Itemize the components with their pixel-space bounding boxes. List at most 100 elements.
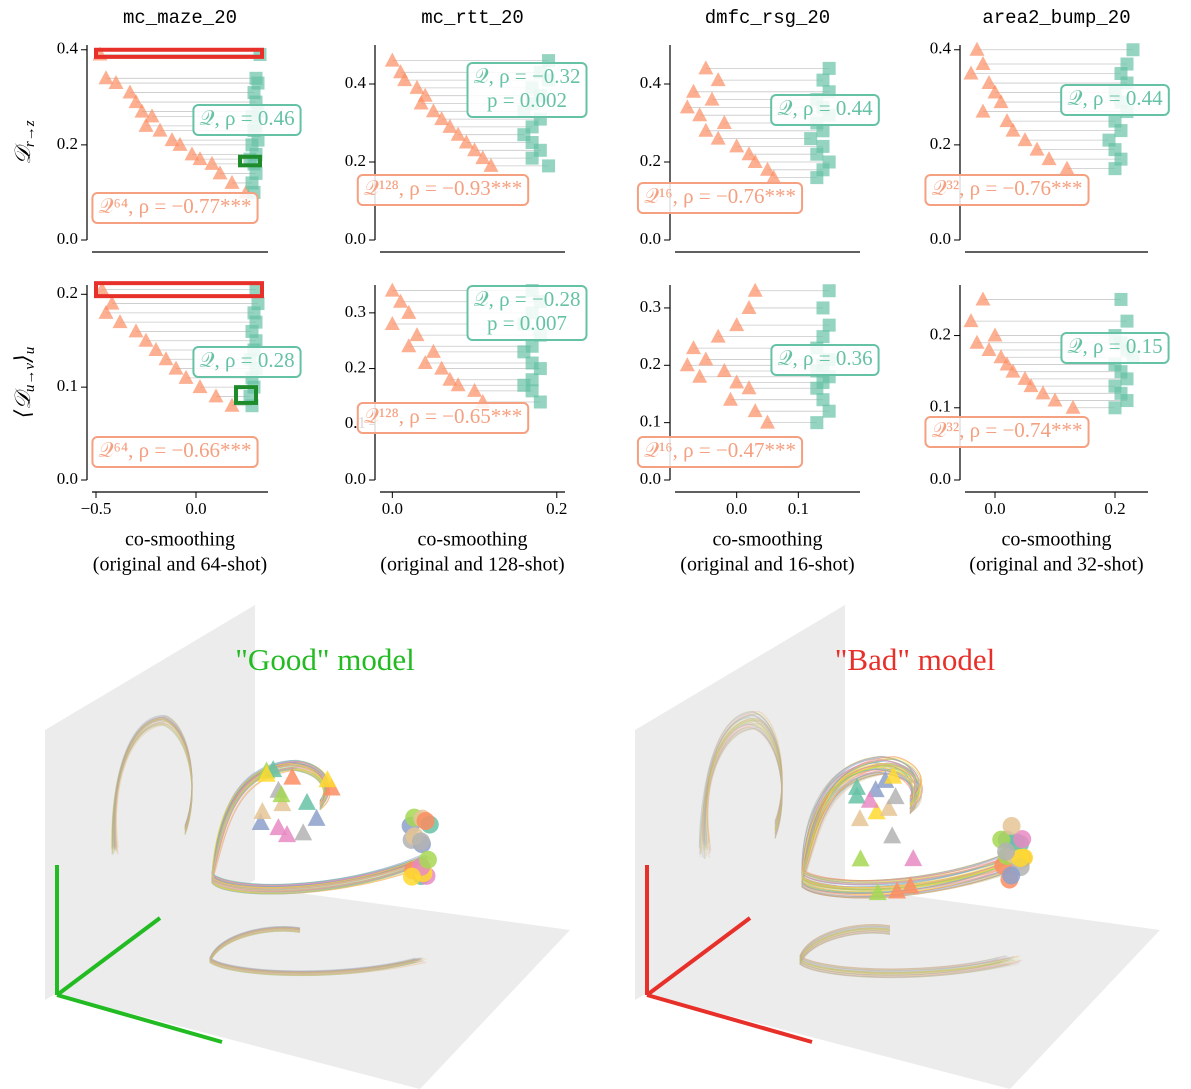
start-marker	[904, 849, 922, 866]
end-marker	[417, 812, 435, 830]
annotation-text: 𝒬, ρ = 0.36	[777, 346, 872, 370]
square-point	[1115, 124, 1128, 137]
end-marker	[997, 843, 1015, 861]
annotation: 𝒬⁶⁴, ρ = −0.66***	[92, 437, 257, 467]
square-point	[542, 159, 555, 172]
y-tick-label: 0.4	[345, 73, 367, 92]
annotation: 𝒬¹⁶, ρ = −0.76***	[638, 183, 802, 213]
triangle-point	[410, 327, 425, 341]
start-marker	[308, 809, 326, 826]
annotation: 𝒬, ρ = 0.36	[771, 345, 878, 375]
panel: mc_maze_200.00.20.4𝒟r→z𝒬, ρ = 0.46𝒬⁶⁴, ρ…	[10, 7, 301, 252]
end-marker	[419, 851, 437, 869]
triangle-point	[225, 175, 240, 189]
y-axis-label: ⟨𝒟u→v⟩u	[10, 347, 38, 418]
annotation: 𝒬¹⁶, ρ = −0.47***	[638, 437, 802, 467]
y-tick-label: 0.4	[930, 39, 952, 58]
start-marker	[852, 849, 870, 866]
triangle-point	[717, 115, 732, 129]
start-marker	[851, 809, 869, 826]
triangle-point	[129, 323, 144, 337]
illustration-title: "Bad" model	[835, 642, 995, 677]
end-marker	[1003, 817, 1021, 835]
y-tick-label: 0.2	[57, 283, 78, 302]
y-tick-label: 0.0	[345, 229, 366, 248]
annotation-text: 𝒬, ρ = −0.28	[474, 287, 581, 311]
square-point	[817, 301, 830, 314]
triangle-point	[153, 123, 168, 137]
square-point	[810, 171, 823, 184]
start-marker	[294, 823, 312, 840]
panel: area2_bump_200.00.20.4𝒬, ρ = 0.44𝒬³², ρ …	[925, 7, 1168, 252]
x-axis-label: (original and 32-shot)	[969, 554, 1143, 576]
annotation-text: 𝒬¹⁶, ρ = −0.47***	[644, 438, 796, 462]
y-axis-label-part: u→v	[22, 363, 38, 393]
square-point	[823, 62, 836, 75]
square-point	[526, 384, 539, 397]
y-tick-label: 0.3	[345, 302, 366, 321]
end-marker	[412, 832, 430, 850]
square-point	[817, 74, 830, 87]
illustration-title: "Good" model	[235, 642, 414, 677]
illustration: "Bad" model	[635, 605, 1160, 1089]
square-point	[517, 345, 530, 358]
x-axis-label: (original and 128-shot)	[380, 554, 564, 576]
square-point	[1127, 43, 1140, 56]
y-tick-label: 0.0	[57, 229, 78, 248]
annotation: 𝒬, ρ = 0.44	[771, 95, 879, 125]
x-tick-label: 0.2	[1104, 499, 1125, 518]
annotation: 𝒬, ρ = −0.28p = 0.007	[468, 286, 587, 340]
triangle-point	[1030, 142, 1045, 156]
x-axis-label: co-smoothing	[125, 529, 235, 551]
panel: dmfc_rsg_200.00.20.4𝒬, ρ = 0.44𝒬¹⁶, ρ = …	[638, 7, 879, 252]
annotation-text: 𝒬, ρ = 0.44	[777, 96, 873, 120]
triangle-point	[964, 66, 979, 80]
annotation-text: 𝒬, ρ = 0.15	[1067, 334, 1162, 358]
triangle-point	[385, 316, 400, 330]
triangle-point	[205, 156, 220, 170]
triangle-point	[982, 342, 997, 356]
triangle-point	[976, 56, 991, 70]
start-marker	[253, 802, 271, 819]
annotation: 𝒬⁶⁴, ρ = −0.77***	[92, 193, 257, 223]
y-tick-label: 0.2	[345, 151, 366, 170]
y-axis-label-part: ⟩	[10, 354, 35, 364]
annotation: 𝒬¹²⁸, ρ = −0.65***	[358, 403, 528, 433]
square-point	[823, 405, 836, 418]
highlight-box	[96, 50, 262, 57]
square-point	[526, 152, 539, 165]
square-point	[817, 124, 830, 137]
triangle-point	[988, 328, 1003, 342]
square-point	[823, 284, 836, 297]
annotation-text: 𝒬¹²⁸, ρ = −0.93***	[364, 176, 522, 200]
square-point	[810, 382, 823, 395]
triangle-point	[711, 131, 726, 145]
annotation-text: 𝒬⁶⁴, ρ = −0.66***	[98, 438, 251, 462]
panel: 0.00.10.2−0.50.0co-smoothing(original an…	[10, 282, 301, 576]
x-tick-label: 0.0	[382, 499, 403, 518]
y-tick-label: 0.2	[930, 134, 951, 153]
annotation: 𝒬³², ρ = −0.74***	[925, 417, 1088, 447]
square-point	[1109, 401, 1122, 414]
square-point	[1109, 162, 1122, 175]
annotation-text: 𝒬¹²⁸, ρ = −0.65***	[364, 404, 522, 428]
triangle-point	[686, 84, 701, 98]
annotation: 𝒬, ρ = 0.44	[1061, 85, 1169, 115]
triangle-point	[410, 80, 425, 94]
triangle-point	[729, 317, 744, 331]
start-marker	[887, 787, 905, 804]
triangle-point	[1048, 393, 1063, 407]
annotation: 𝒬, ρ = −0.32p = 0.002	[468, 63, 587, 117]
x-axis-label: (original and 64-shot)	[93, 554, 267, 576]
annotation-text: 𝒬, ρ = −0.32	[474, 64, 581, 88]
triangle-point	[698, 123, 713, 137]
y-tick-label: 0.2	[640, 354, 661, 373]
y-tick-label: 0.0	[930, 469, 951, 488]
y-tick-label: 0.1	[640, 412, 661, 431]
triangle-point	[1018, 132, 1033, 146]
figure: mc_maze_200.00.20.4𝒟r→z𝒬, ρ = 0.46𝒬⁶⁴, ρ…	[0, 0, 1191, 1089]
x-tick-label: 0.0	[185, 499, 206, 518]
triangle-point	[692, 107, 707, 121]
annotation: 𝒬, ρ = 0.28	[193, 347, 300, 377]
triangle-point	[970, 42, 985, 56]
